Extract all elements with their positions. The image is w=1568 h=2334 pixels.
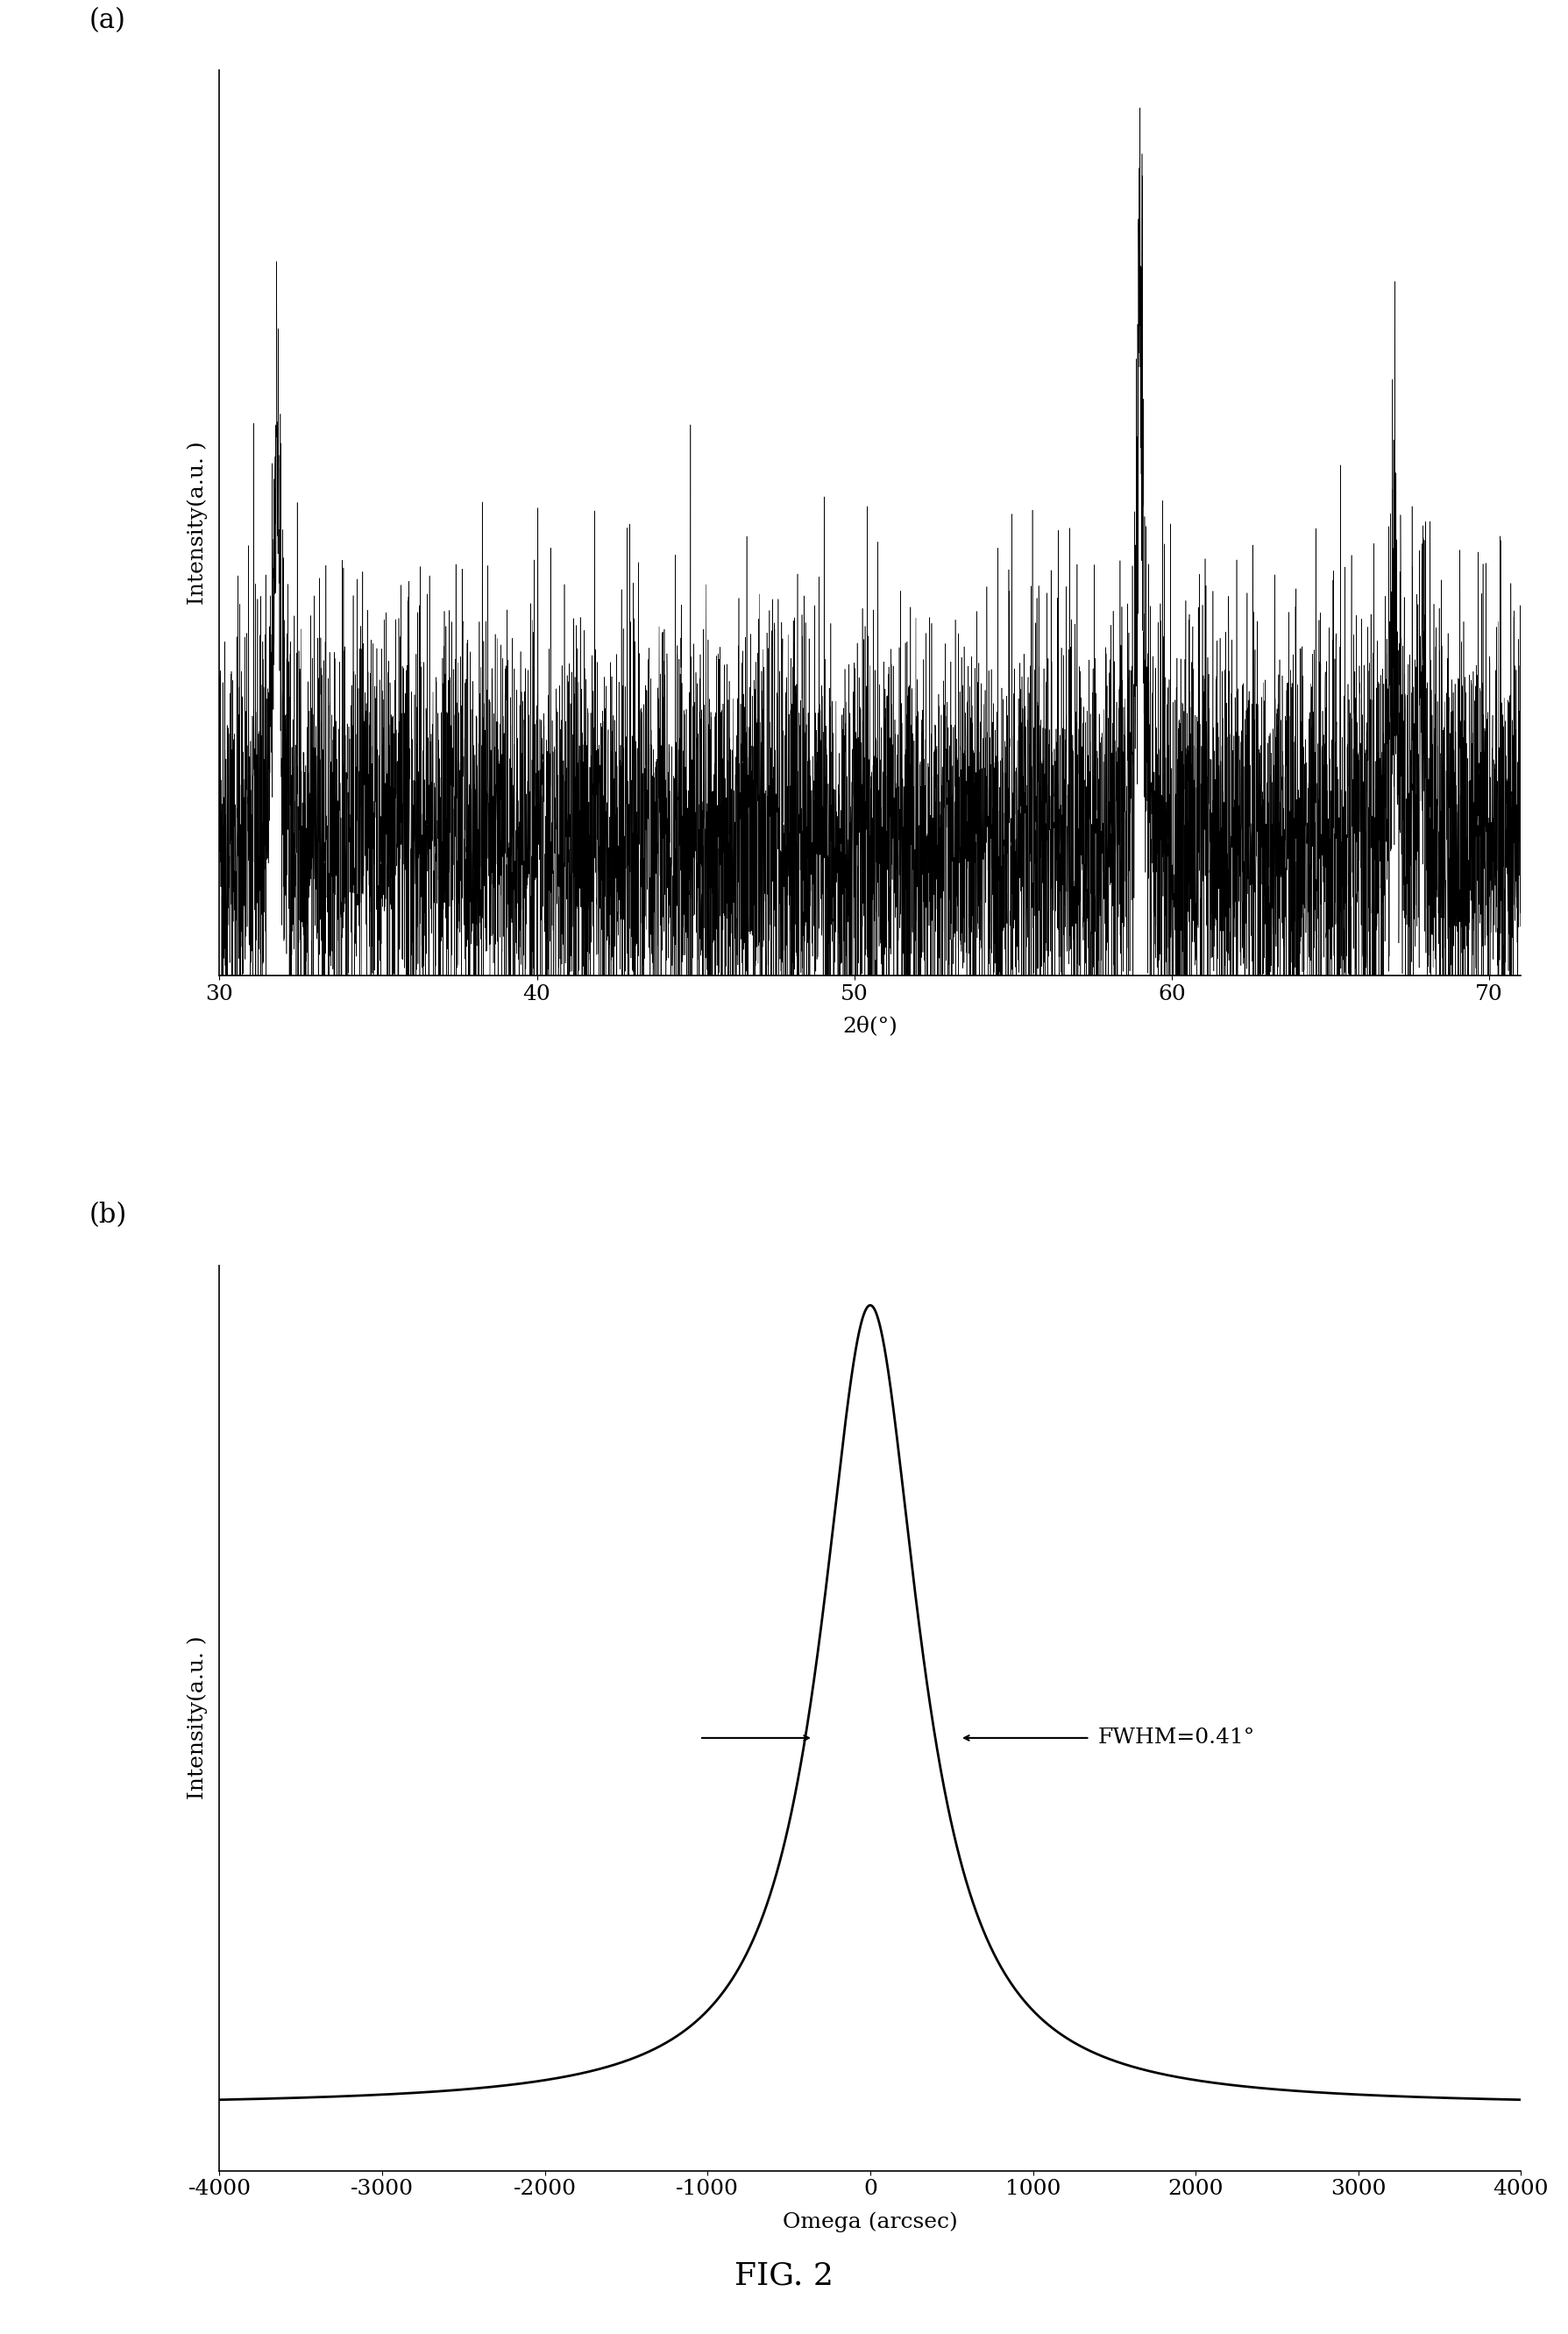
Y-axis label: Intensity(a.u. ): Intensity(a.u. )	[187, 1636, 207, 1800]
Text: (a): (a)	[89, 7, 125, 33]
Text: FWHM=0.41°: FWHM=0.41°	[1098, 1727, 1254, 1748]
X-axis label: Omega (arcsec): Omega (arcsec)	[782, 2213, 958, 2231]
X-axis label: 2θ(°): 2θ(°)	[842, 1015, 898, 1036]
Text: FIG. 2: FIG. 2	[734, 2262, 834, 2290]
Text: (b): (b)	[89, 1202, 127, 1230]
Y-axis label: Intensity(a.u. ): Intensity(a.u. )	[187, 441, 207, 605]
